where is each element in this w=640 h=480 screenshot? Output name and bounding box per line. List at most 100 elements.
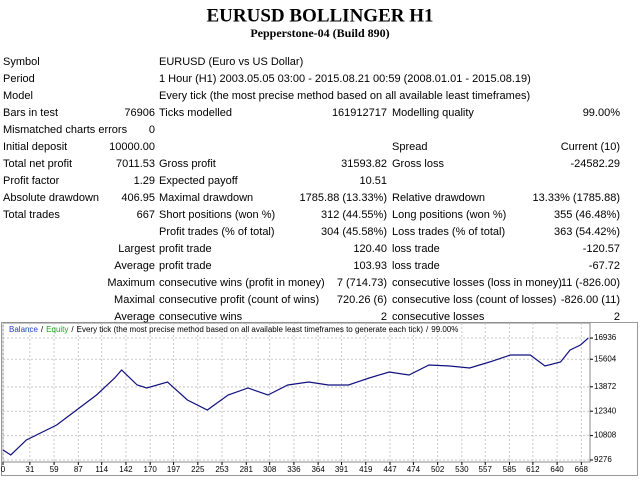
x-tick-label: 225 — [191, 465, 205, 474]
table-cell: 10.51 — [359, 175, 387, 187]
table-cell: -24582.29 — [570, 158, 620, 170]
legend: Balance / Equity / Every tick (the most prec… — [9, 325, 458, 334]
x-tick-label: 336 — [287, 465, 301, 474]
x-tick-label: 640 — [550, 465, 564, 474]
table-cell: Total net profit — [3, 158, 72, 170]
x-tick-label: 31 — [25, 465, 34, 474]
x-tick-label: 612 — [526, 465, 540, 474]
table-cell: 76906 — [124, 107, 155, 119]
table-cell: Current (10) — [561, 141, 620, 153]
table-cell: Relative drawdown — [392, 192, 485, 204]
y-tick-label: 12340 — [594, 406, 617, 415]
x-tick-label: 170 — [144, 465, 158, 474]
table-cell: 1.29 — [134, 175, 155, 187]
table-cell: 304 (45.58%) — [321, 226, 387, 238]
table-cell: Initial deposit — [3, 141, 67, 153]
legend-entry: Every tick (the most precise method base… — [77, 325, 424, 334]
x-tick-label: 585 — [503, 465, 517, 474]
x-tick-label: 364 — [311, 465, 325, 474]
table-cell: Symbol — [3, 56, 40, 68]
x-tick-label: 447 — [383, 465, 397, 474]
table-cell: 7 (714.73) — [337, 277, 387, 289]
table-cell: 1785.88 (13.33%) — [300, 192, 387, 204]
x-tick-label: 419 — [359, 465, 373, 474]
table-cell: profit trade — [159, 260, 212, 272]
table-cell: 0 — [149, 124, 155, 136]
x-tick-label: 391 — [335, 465, 349, 474]
legend-entry: Equity — [46, 325, 68, 334]
table-cell: Long positions (won %) — [392, 209, 506, 221]
table-cell: Gross profit — [159, 158, 216, 170]
table-cell: Maximum — [107, 277, 155, 289]
table-cell: 13.33% (1785.88) — [533, 192, 620, 204]
table-cell: Profit trades (% of total) — [159, 226, 275, 238]
table-cell: Short positions (won %) — [159, 209, 275, 221]
y-tick-label: 13872 — [594, 382, 617, 391]
x-tick-label: 197 — [167, 465, 181, 474]
table-cell: 11 (-826.00) — [561, 277, 620, 289]
legend-separator: / — [71, 325, 74, 334]
table-cell: consecutive profit (count of wins) — [159, 294, 319, 306]
table-cell: Maximal drawdown — [159, 192, 253, 204]
table-cell: 103.93 — [353, 260, 387, 272]
table-cell: -120.57 — [583, 243, 620, 255]
table-cell: 406.95 — [121, 192, 155, 204]
table-cell: Absolute drawdown — [3, 192, 99, 204]
table-cell: Mismatched charts errors — [3, 124, 128, 136]
table-cell: EURUSD (Euro vs US Dollar) — [159, 56, 303, 68]
table-cell: profit trade — [159, 243, 212, 255]
title: EURUSD BOLLINGER H1 — [207, 5, 434, 26]
table-cell: -67.72 — [589, 260, 620, 272]
table-cell: 7011.53 — [116, 158, 155, 170]
plot-area — [2, 322, 591, 463]
table-cell: 720.26 (6) — [337, 294, 387, 306]
table-cell: 1 Hour (H1) 2003.05.05 03:00 - 2015.08.2… — [159, 73, 531, 85]
table-cell: Largest — [118, 243, 155, 255]
table-cell: Bars in test — [3, 107, 58, 119]
subtitle: Pepperstone-04 (Build 890) — [250, 26, 389, 40]
table-cell: 10000.00 — [109, 141, 155, 153]
table-cell: consecutive losses — [392, 311, 485, 323]
table-cell: 2 — [614, 311, 620, 323]
x-tick-label: 474 — [407, 465, 421, 474]
table-cell: Gross loss — [392, 158, 444, 170]
y-tick-label: 10808 — [594, 431, 617, 440]
x-tick-label: 114 — [95, 465, 108, 474]
x-tick-label: 0 — [1, 465, 6, 474]
balance-line — [2, 337, 589, 456]
table-cell: 667 — [137, 209, 155, 221]
x-tick-label: 142 — [119, 465, 133, 474]
table-cell: consecutive losses (loss in money) — [392, 277, 562, 289]
table-cell: loss trade — [392, 243, 440, 255]
table-cell: Period — [3, 73, 35, 85]
table-cell: Modelling quality — [392, 107, 474, 119]
table-cell: 120.40 — [353, 243, 387, 255]
table-cell: consecutive wins — [159, 311, 243, 323]
table-cell: 363 (54.42%) — [554, 226, 620, 238]
legend-entry: 99.00% — [431, 325, 458, 334]
table-cell: 312 (44.55%) — [321, 209, 387, 221]
x-tick-label: 530 — [455, 465, 469, 474]
x-tick-label: 281 — [240, 465, 254, 474]
table-cell: 31593.82 — [341, 158, 387, 170]
table-cell: Profit factor — [3, 175, 60, 187]
table-cell: Ticks modelled — [159, 107, 232, 119]
table-cell: Spread — [392, 141, 427, 153]
table-cell: -826.00 (11) — [561, 294, 620, 306]
x-tick-label: 502 — [431, 465, 445, 474]
table-cell: 99.00% — [583, 107, 621, 119]
legend-separator: / — [426, 325, 429, 334]
table-cell: Expected payoff — [159, 175, 239, 187]
table-cell: 355 (46.48%) — [554, 209, 620, 221]
table-cell: loss trade — [392, 260, 440, 272]
y-tick-label: 16936 — [594, 333, 617, 342]
x-tick-label: 308 — [263, 465, 277, 474]
table-cell: Loss trades (% of total) — [392, 226, 505, 238]
table-cell: Model — [3, 90, 33, 102]
x-tick-label: 557 — [479, 465, 493, 474]
table-cell: consecutive wins (profit in money) — [159, 277, 325, 289]
x-tick-label: 87 — [74, 465, 83, 474]
table-cell: consecutive loss (count of losses) — [392, 294, 556, 306]
